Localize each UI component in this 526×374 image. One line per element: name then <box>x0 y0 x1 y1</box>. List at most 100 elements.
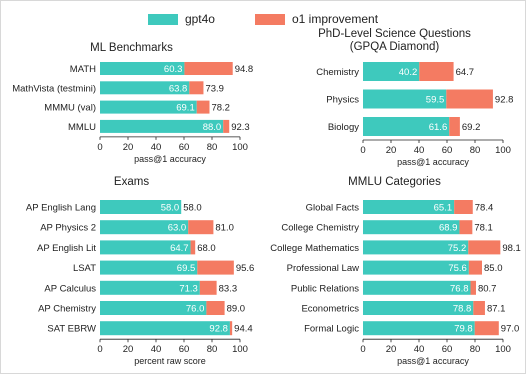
value-label-gpt4o-sat-ebrw: 92.8 <box>209 324 228 335</box>
category-label-professional-law: Professional Law <box>287 263 359 274</box>
category-label-formal-logic: Formal Logic <box>304 324 359 335</box>
x-tick-label-100: 100 <box>232 344 248 355</box>
bar-o1-improvement-lsat <box>197 260 234 275</box>
x-tick-label-80: 80 <box>207 344 218 355</box>
category-label-mmlu: MMLU <box>68 122 96 133</box>
panel-gpqa-diamond: PhD-Level Science Questions (GPQA Diamon… <box>263 24 526 170</box>
x-tick-label-80: 80 <box>470 145 481 156</box>
value-label-gpt4o-ap-calculus: 71.3 <box>179 283 198 294</box>
legend-swatch-gpt4o <box>147 13 178 25</box>
category-label-global-facts: Global Facts <box>306 203 360 214</box>
value-label-total-formal-logic: 97.0 <box>501 324 520 335</box>
x-tick-label-100: 100 <box>232 142 248 153</box>
category-label-ap-physics-2: AP Physics 2 <box>40 223 96 234</box>
category-label-mmmu-val: MMMU (val) <box>44 103 96 114</box>
bar-gpt4o-global-facts <box>363 200 455 214</box>
bar-o1-improvement-biology <box>449 117 460 136</box>
value-label-total-ap-calculus: 83.3 <box>219 283 238 294</box>
value-label-total-ap-english-lang: 58.0 <box>183 203 202 214</box>
x-tick-label-60: 60 <box>442 145 453 156</box>
value-label-total-sat-ebrw: 94.4 <box>234 324 253 335</box>
category-label-lsat: LSAT <box>73 263 96 274</box>
bar-o1-improvement-mmlu <box>223 119 230 133</box>
value-label-gpt4o-professional-law: 75.6 <box>448 263 467 274</box>
category-label-ap-calculus: AP Calculus <box>44 283 96 294</box>
value-label-gpt4o-college-mathematics: 75.2 <box>448 243 467 254</box>
x-tick-label-20: 20 <box>386 145 397 156</box>
value-label-gpt4o-ap-english-lit: 64.7 <box>170 243 189 254</box>
bar-o1-improvement-econometrics <box>473 301 485 315</box>
value-label-gpt4o-formal-logic: 79.8 <box>454 324 473 335</box>
legend-swatch-o1-improvement <box>254 13 285 25</box>
chart-exams: AP English Lang 58.0 58.0 AP Physics 2 63.0 8… <box>26 200 254 366</box>
value-label-gpt4o-ap-chemistry: 76.0 <box>186 304 205 315</box>
x-tick-label-60: 60 <box>179 142 190 153</box>
bar-o1-improvement-ap-chemistry <box>206 301 225 315</box>
bar-gpt4o-ap-chemistry <box>100 301 207 315</box>
bar-gpt4o-math <box>100 62 185 75</box>
value-label-gpt4o-ap-english-lang: 58.0 <box>161 203 180 214</box>
value-label-total-global-facts: 78.4 <box>475 203 494 214</box>
legend-label-gpt4o: gpt4o <box>184 12 215 26</box>
bar-o1-improvement-professional-law <box>468 260 482 275</box>
bar-gpt4o-mathvista-testmini <box>100 81 190 95</box>
legend-item-gpt4o: gpt4o <box>147 12 215 26</box>
category-label-physics: Physics <box>326 95 359 106</box>
category-label-ap-chemistry: AP Chemistry <box>38 304 96 315</box>
value-label-gpt4o-chemistry: 40.2 <box>399 67 418 78</box>
bar-gpt4o-ap-calculus <box>100 280 200 295</box>
panel-title-gpqa-line1: PhD-Level Science Questions <box>318 28 471 40</box>
bar-o1-improvement-public-relations <box>470 280 476 295</box>
bar-gpt4o-college-mathematics <box>363 240 469 255</box>
value-label-total-ap-english-lit: 68.0 <box>197 243 216 254</box>
bar-o1-improvement-chemistry <box>419 62 454 81</box>
category-label-chemistry: Chemistry <box>316 67 359 78</box>
value-label-total-ap-physics-2: 81.0 <box>215 223 234 234</box>
panel-exams: Exams AP English Lang 58.0 58.0 AP Physics … <box>0 174 263 374</box>
x-tick-label-0: 0 <box>97 142 102 153</box>
value-label-gpt4o-mmlu: 88.0 <box>203 122 222 133</box>
value-label-gpt4o-lsat: 69.5 <box>177 263 196 274</box>
bar-gpt4o-sat-ebrw <box>100 321 230 336</box>
value-label-total-ap-chemistry: 89.0 <box>227 304 246 315</box>
category-label-econometrics: Econometrics <box>301 304 359 315</box>
value-label-total-physics: 92.8 <box>495 95 514 106</box>
bar-gpt4o-professional-law <box>363 260 469 275</box>
bar-gpt4o-mmlu <box>100 119 224 133</box>
x-tick-label-40: 40 <box>151 344 162 355</box>
x-tick-label-100: 100 <box>495 344 511 355</box>
legend-item-o1-improvement: o1 improvement <box>254 12 379 26</box>
value-label-total-public-relations: 80.7 <box>478 283 497 294</box>
bar-o1-improvement-global-facts <box>454 200 473 214</box>
panel-title-mmlu-categories: MMLU Categories <box>348 176 441 188</box>
bar-o1-improvement-math <box>184 62 233 75</box>
x-axis-label: pass@1 accuracy <box>134 154 206 164</box>
value-label-total-mmmu-val: 78.2 <box>211 103 230 114</box>
x-tick-label-40: 40 <box>414 344 425 355</box>
panel-mmlu-categories: MMLU Categories Global Facts 65.1 78.4 Coll… <box>263 174 526 374</box>
legend-label-o1-improvement: o1 improvement <box>291 12 379 26</box>
value-label-gpt4o-biology: 61.6 <box>429 122 448 133</box>
bar-o1-improvement-mmmu-val <box>196 100 210 114</box>
bar-gpt4o-chemistry <box>363 62 420 81</box>
bar-gpt4o-ap-english-lang <box>100 200 182 214</box>
bar-gpt4o-ap-english-lit <box>100 240 191 255</box>
value-label-total-professional-law: 85.0 <box>484 263 503 274</box>
chart-mmlu-categories: Global Facts 65.1 78.4 College Chemistry 68.… <box>270 200 521 366</box>
bar-o1-improvement-college-chemistry <box>459 220 473 235</box>
bar-gpt4o-lsat <box>100 260 198 275</box>
x-tick-label-20: 20 <box>386 344 397 355</box>
value-label-total-math: 94.8 <box>235 64 254 75</box>
x-tick-label-80: 80 <box>470 344 481 355</box>
bar-gpt4o-public-relations <box>363 280 471 295</box>
value-label-total-econometrics: 87.1 <box>487 304 506 315</box>
x-tick-label-20: 20 <box>123 142 134 153</box>
category-label-mathvista-testmini: MathVista (testmini) <box>12 83 96 94</box>
value-label-total-mathvista-testmini: 73.9 <box>205 83 224 94</box>
bar-o1-improvement-physics <box>446 89 493 109</box>
bar-o1-improvement-sat-ebrw <box>229 321 233 336</box>
bar-o1-improvement-college-mathematics <box>468 240 501 255</box>
panel-ml-benchmarks: ML Benchmarks MATH 60.3 94.8 MathVista (tes… <box>0 38 263 170</box>
x-axis-label: pass@1 accuracy <box>397 356 469 366</box>
category-label-sat-ebrw: SAT EBRW <box>47 324 96 335</box>
